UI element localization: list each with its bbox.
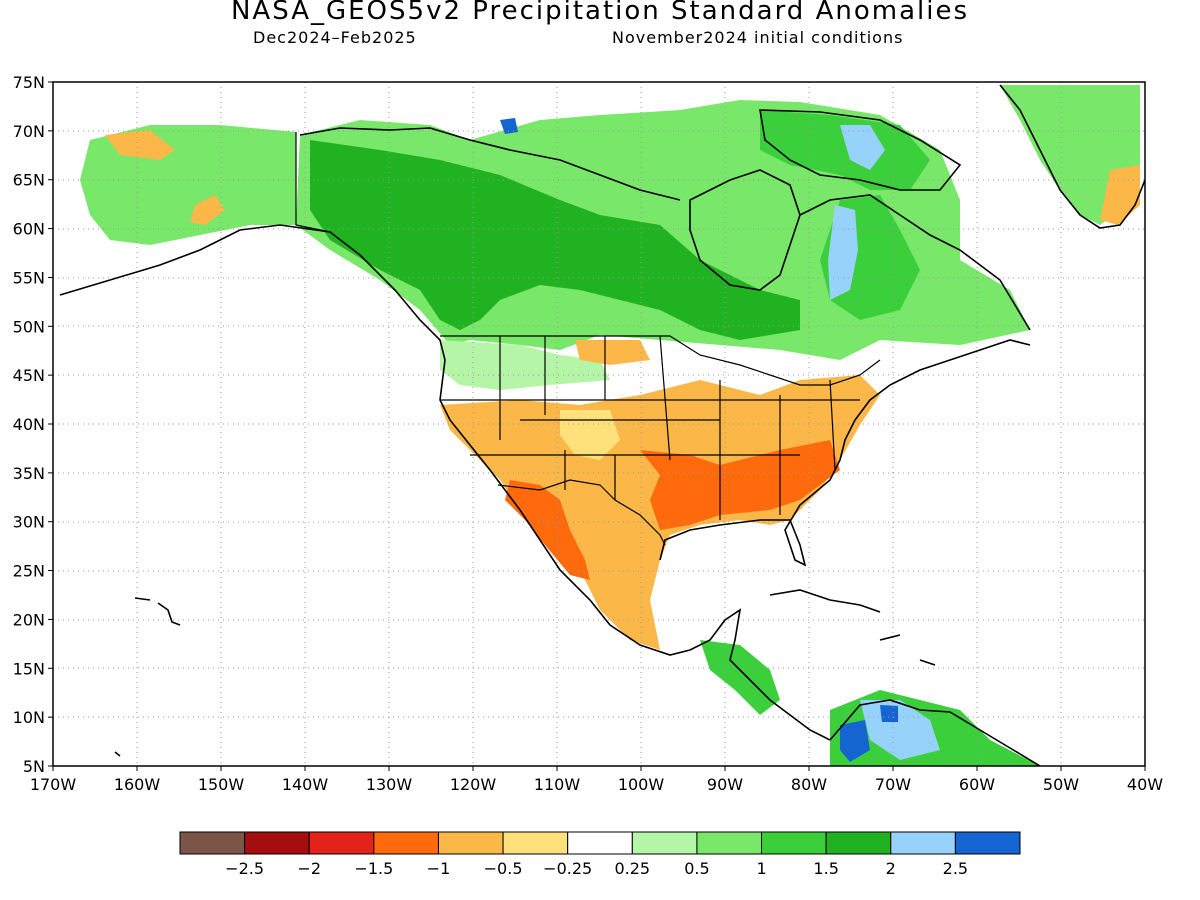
gulf-coastline xyxy=(659,339,1031,567)
colorbar: −2.5 −2 −1.5 −1 −0.5 −0.25 0.25 0.5 1 1.5 2 2.5 xyxy=(179,831,1021,878)
positive-anomaly-region xyxy=(700,640,780,715)
caribbean-islands xyxy=(769,589,936,666)
anomaly-field xyxy=(80,85,1140,766)
colorbar-swatch xyxy=(179,831,246,855)
strong-positive-anomaly-region xyxy=(840,720,870,762)
lon-tick-label: 90W xyxy=(707,775,743,794)
colorbar-label: 0.5 xyxy=(684,859,709,878)
strong-negative-anomaly-region xyxy=(640,440,840,530)
colorbar-swatch xyxy=(631,831,698,855)
arctic-coastline xyxy=(299,127,681,201)
lat-tick-label: 10N xyxy=(13,708,45,727)
colorbar-swatch xyxy=(825,831,892,855)
coastlines xyxy=(59,84,1145,766)
lon-tick-label: 120W xyxy=(450,775,497,794)
lat-tick-label: 55N xyxy=(13,268,45,287)
lat-tick-label: 35N xyxy=(13,464,45,483)
colorbar-label: −1 xyxy=(427,859,451,878)
strong-positive-anomaly-region xyxy=(500,118,518,134)
negative-anomaly-region xyxy=(105,130,175,160)
colorbar-swatch xyxy=(502,831,569,855)
negative-anomaly-region xyxy=(190,195,225,225)
lat-tick-label: 5N xyxy=(23,757,45,776)
graticule xyxy=(53,82,1145,766)
colorbar-swatch xyxy=(244,831,310,855)
lon-tick-label: 100W xyxy=(618,775,665,794)
strong-positive-anomaly-region xyxy=(310,140,800,340)
colorbar-label: 2 xyxy=(886,859,896,878)
hudson-bay-coastline xyxy=(689,169,801,291)
colorbar-swatch xyxy=(761,831,827,855)
lat-tick-label: 60N xyxy=(13,220,45,239)
lon-tick-label: 150W xyxy=(198,775,245,794)
colorbar-label: 2.5 xyxy=(943,859,968,878)
colorbar-swatch xyxy=(373,831,439,855)
lat-tick-label: 25N xyxy=(13,562,45,581)
lat-tick-label: 30N xyxy=(13,513,45,532)
alaska-canada-border xyxy=(295,132,331,233)
colorbar-label: 0.25 xyxy=(614,859,650,878)
labrador-coastline xyxy=(799,194,1031,331)
lat-tick-label: 40N xyxy=(13,415,45,434)
colorbar-swatch xyxy=(567,831,633,855)
lat-tick-label: 45N xyxy=(13,366,45,385)
lat-tick-label: 65N xyxy=(13,171,45,190)
lat-tick-label: 50N xyxy=(13,317,45,336)
greenland-coastline xyxy=(999,84,1145,229)
colorbar-label: −1.5 xyxy=(354,859,393,878)
colorbar-swatch xyxy=(954,831,1021,855)
positive-anomaly-region xyxy=(840,125,885,170)
lon-tick-label: 140W xyxy=(282,775,329,794)
initial-conditions-label: November2024 initial conditions xyxy=(612,28,904,47)
positive-anomaly-region xyxy=(760,110,930,190)
chart-title: NASA_GEOS5v2 Precipitation Standard Anom… xyxy=(230,0,970,26)
positive-anomaly-region xyxy=(440,340,610,390)
colorbar-label: −2 xyxy=(297,859,321,878)
negative-anomaly-region xyxy=(800,395,860,420)
lat-tick-label: 20N xyxy=(13,610,45,629)
hawaii-islands xyxy=(114,597,181,757)
strong-positive-anomaly-region xyxy=(880,705,898,722)
weak-negative-anomaly-region xyxy=(560,410,620,460)
colorbar-label: −0.5 xyxy=(484,859,523,878)
lon-tick-label: 40W xyxy=(1127,775,1163,794)
colorbar-label: 1 xyxy=(756,859,766,878)
latitude-axis: 75N 70N 65N 60N 55N 50N 45N 40N 35N 30N 25N 20N 15N 1… xyxy=(13,73,53,776)
forecast-period: Dec2024–Feb2025 xyxy=(253,28,417,47)
political-borders xyxy=(295,132,881,546)
lon-tick-label: 130W xyxy=(366,775,413,794)
longitude-axis: 170W 160W 150W 140W 130W 120W 110W 100W 90W 80W 70… xyxy=(30,766,1163,794)
lon-tick-label: 50W xyxy=(1043,775,1079,794)
colorbar-label: −0.25 xyxy=(543,859,592,878)
lon-tick-label: 160W xyxy=(114,775,161,794)
north-america-coastline xyxy=(59,224,831,741)
colorbar-swatch xyxy=(890,831,956,855)
colorbar-swatch xyxy=(696,831,763,855)
colorbar-label: 1.5 xyxy=(813,859,838,878)
negative-anomaly-region xyxy=(1100,165,1140,225)
south-america-coastline xyxy=(829,699,1041,766)
colorbar-swatch xyxy=(308,831,375,855)
positive-anomaly-region xyxy=(860,700,940,760)
negative-anomaly-region xyxy=(575,340,650,365)
us-state-lines xyxy=(440,335,860,520)
lon-tick-label: 60W xyxy=(959,775,995,794)
lat-tick-label: 75N xyxy=(13,73,45,92)
positive-anomaly-region xyxy=(828,205,858,300)
lon-tick-label: 70W xyxy=(875,775,911,794)
lat-tick-label: 70N xyxy=(13,122,45,141)
colorbar-swatch xyxy=(437,831,504,855)
lon-tick-label: 80W xyxy=(791,775,827,794)
lat-tick-label: 15N xyxy=(13,659,45,678)
baffin-coastline xyxy=(759,109,962,191)
lon-tick-label: 110W xyxy=(534,775,581,794)
us-mexico-border xyxy=(497,479,666,546)
colorbar-label: −2.5 xyxy=(225,859,264,878)
lon-tick-label: 170W xyxy=(30,775,77,794)
strong-negative-anomaly-region xyxy=(505,480,590,580)
positive-anomaly-region xyxy=(1000,85,1140,225)
us-canada-border xyxy=(440,335,881,386)
